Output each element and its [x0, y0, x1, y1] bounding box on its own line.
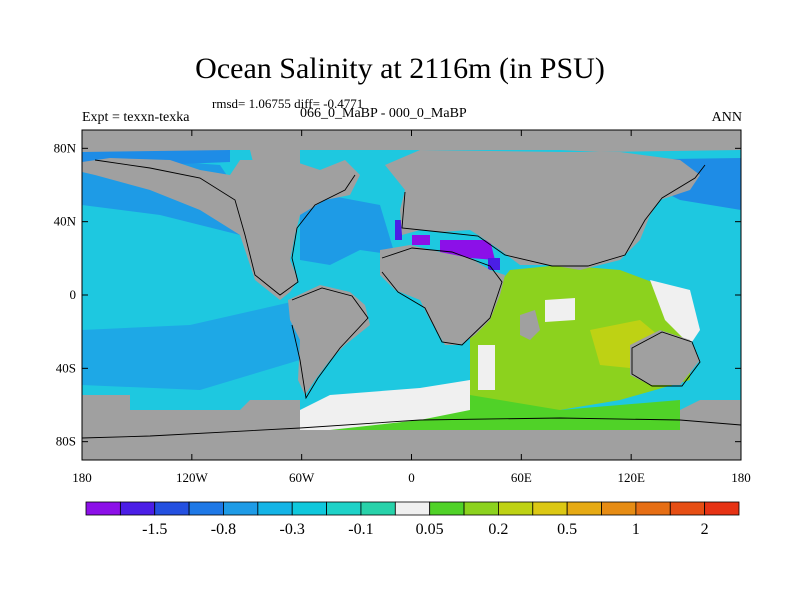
antarctica-land — [82, 395, 741, 460]
y-tick-label: 80N — [54, 140, 77, 155]
australia-coast — [631, 331, 701, 387]
colorbar-label: 0.05 — [416, 521, 444, 538]
colorbar-box — [429, 501, 465, 516]
colorbar-box — [394, 501, 431, 516]
colorbar-label: -0.8 — [211, 521, 236, 538]
colorbar-box — [326, 501, 362, 516]
colorbar-box — [704, 501, 740, 516]
eurasia-land — [385, 150, 700, 270]
colorbar-label: 2 — [701, 521, 709, 538]
x-tick-label: 180 — [72, 470, 92, 485]
y-tick-label: 0 — [70, 287, 77, 302]
coastlines — [82, 159, 741, 439]
madagascar-land — [520, 310, 540, 340]
north-america-coast — [94, 159, 356, 296]
colorbar-box — [669, 501, 706, 516]
southern-ocean-green-region — [330, 395, 680, 430]
indian-ocean-green-region — [470, 265, 690, 420]
colorbar-box — [635, 501, 671, 516]
y-tick-label: 40N — [54, 214, 77, 229]
axis-ticks: 180 120W 60W 0 60E 120E 180 80N 40N 0 40S 80S — [54, 130, 751, 485]
south-atlantic-white-patch — [478, 345, 495, 390]
x-tick-label: 60E — [511, 470, 532, 485]
colorbar-box — [154, 501, 190, 516]
x-tick-label: 0 — [408, 470, 415, 485]
colorbar-box — [498, 501, 534, 516]
colorbar-box — [601, 501, 637, 516]
colorbar-label: 0.5 — [557, 521, 577, 538]
south-america-land — [288, 285, 370, 395]
y-tick-label: 80S — [56, 434, 76, 449]
colorbar-box — [223, 501, 259, 516]
colorbar-box — [291, 501, 327, 516]
colorbar-box — [463, 501, 499, 516]
africa-coast — [381, 247, 503, 346]
arctic-land — [82, 130, 741, 152]
mediterranean-purple-region — [412, 235, 495, 260]
eurasia-coast — [401, 164, 706, 267]
y-tick-label: 40S — [56, 360, 76, 375]
colorbar-box — [85, 501, 121, 516]
x-tick-label: 120W — [176, 470, 209, 485]
colorbar: -1.5 -0.8 -0.3 -0.1 0.05 0.2 0.5 1 2 — [85, 501, 740, 538]
south-pacific-blue-region — [82, 300, 300, 390]
colorbar-label: -0.3 — [280, 521, 305, 538]
colorbar-box — [257, 501, 293, 516]
x-tick-label: 120E — [617, 470, 645, 485]
experiment-label: Expt = texxn-texka — [82, 110, 190, 125]
africa-land — [380, 245, 505, 345]
colorbar-label: -0.1 — [348, 521, 373, 538]
black-sea-purple-region — [395, 220, 500, 270]
greenland-land — [250, 150, 300, 185]
x-tick-label: 180 — [731, 470, 751, 485]
colorbar-label: 1 — [632, 521, 640, 538]
australia-land — [630, 330, 700, 385]
north-america-land — [82, 158, 360, 300]
colorbar-box — [360, 501, 396, 516]
south-indian-white-patch — [545, 298, 575, 322]
colorbar-label: -1.5 — [142, 521, 167, 538]
colorbar-label: 0.2 — [488, 521, 508, 538]
stats-text: rmsd= 1.06755 diff= -0.4771 — [212, 96, 364, 111]
chart-title: Ocean Salinity at 2116m (in PSU) — [195, 52, 605, 85]
land-masses — [82, 130, 741, 460]
colorbar-box — [188, 501, 224, 516]
south-america-coast — [291, 287, 369, 400]
southern-ocean-white-region — [300, 380, 470, 430]
season-label: ANN — [711, 110, 742, 125]
colorbar-box — [119, 501, 156, 516]
north-atlantic-blue-region — [300, 190, 395, 265]
colorbar-box — [532, 501, 568, 516]
colorbar-box — [566, 501, 602, 516]
experiments-compared-label: 066_0_MaBP - 000_0_MaBP — [300, 106, 467, 121]
tasman-white-region — [650, 280, 700, 345]
antarctica-coast — [82, 417, 741, 439]
x-tick-label: 60W — [289, 470, 315, 485]
